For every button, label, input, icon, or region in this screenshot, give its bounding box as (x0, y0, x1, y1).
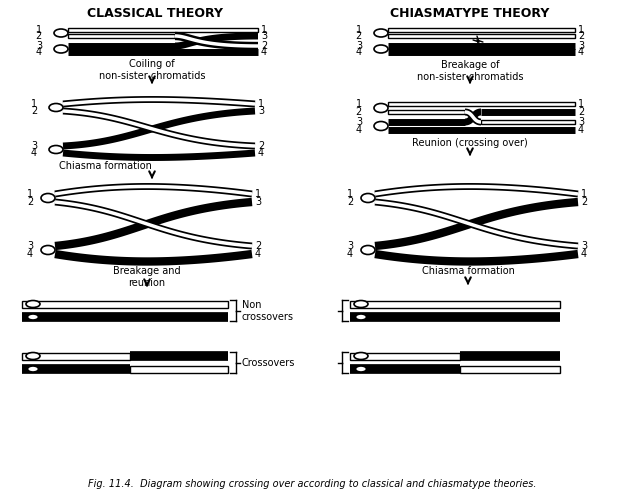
Text: 3: 3 (261, 31, 267, 41)
Text: 3: 3 (356, 117, 362, 127)
Ellipse shape (41, 246, 55, 254)
FancyBboxPatch shape (460, 365, 560, 372)
Text: 1: 1 (356, 25, 362, 35)
Text: Chiasma formation: Chiasma formation (59, 161, 152, 171)
FancyBboxPatch shape (350, 300, 560, 307)
Text: 3: 3 (578, 41, 584, 51)
Text: 3: 3 (258, 106, 264, 116)
FancyBboxPatch shape (481, 120, 575, 124)
Ellipse shape (54, 45, 68, 53)
Text: 2: 2 (27, 197, 33, 207)
Text: 1: 1 (31, 99, 37, 109)
Text: 4: 4 (36, 47, 42, 57)
FancyBboxPatch shape (388, 110, 465, 114)
Ellipse shape (374, 121, 388, 131)
Text: 4: 4 (27, 249, 33, 259)
Text: 4: 4 (356, 47, 362, 57)
FancyBboxPatch shape (350, 352, 460, 359)
Text: 1: 1 (578, 99, 584, 109)
Ellipse shape (354, 300, 368, 307)
Ellipse shape (354, 352, 368, 359)
Text: 1: 1 (581, 189, 587, 199)
Text: 4: 4 (31, 148, 37, 158)
Text: 3: 3 (356, 41, 362, 51)
Text: Breakage and
reunion: Breakage and reunion (113, 266, 181, 287)
Text: 1: 1 (356, 99, 362, 109)
Text: 1: 1 (36, 25, 42, 35)
Text: 2: 2 (255, 241, 261, 251)
Text: 1: 1 (255, 189, 261, 199)
Ellipse shape (374, 103, 388, 112)
Text: Chiasma formation: Chiasma formation (422, 266, 514, 276)
FancyBboxPatch shape (22, 300, 228, 307)
Text: Crossovers: Crossovers (242, 358, 295, 368)
Ellipse shape (356, 314, 366, 320)
Ellipse shape (26, 352, 40, 359)
Text: Coiling of
non-sister chromatids: Coiling of non-sister chromatids (99, 59, 205, 81)
FancyBboxPatch shape (388, 28, 575, 32)
Text: 2: 2 (578, 31, 584, 41)
Text: 2: 2 (31, 106, 37, 116)
FancyBboxPatch shape (68, 34, 175, 38)
Text: 2: 2 (261, 41, 267, 51)
Text: Reunion (crossing over): Reunion (crossing over) (412, 138, 528, 148)
Text: 2: 2 (347, 197, 353, 207)
FancyBboxPatch shape (130, 365, 228, 372)
Ellipse shape (374, 45, 388, 53)
Ellipse shape (26, 300, 40, 307)
Text: 4: 4 (347, 249, 353, 259)
Text: 2: 2 (36, 31, 42, 41)
Text: 4: 4 (578, 47, 584, 57)
Text: 2: 2 (581, 197, 587, 207)
Ellipse shape (374, 29, 388, 37)
Text: 2: 2 (356, 31, 362, 41)
Ellipse shape (27, 366, 39, 372)
Text: 4: 4 (356, 125, 362, 135)
FancyBboxPatch shape (22, 352, 130, 359)
Ellipse shape (54, 29, 68, 37)
Ellipse shape (361, 194, 375, 203)
Text: 4: 4 (261, 47, 267, 57)
Text: 4: 4 (255, 249, 261, 259)
Text: 3: 3 (36, 41, 42, 51)
Text: 2: 2 (578, 107, 584, 117)
Text: CHIASMATYPE THEORY: CHIASMATYPE THEORY (391, 7, 550, 20)
Text: Non
crossovers: Non crossovers (242, 300, 294, 322)
Ellipse shape (356, 366, 366, 372)
Text: 1: 1 (27, 189, 33, 199)
Ellipse shape (361, 246, 375, 254)
Ellipse shape (49, 103, 63, 111)
Text: 1: 1 (261, 25, 267, 35)
FancyBboxPatch shape (388, 34, 575, 38)
Text: CLASSICAL THEORY: CLASSICAL THEORY (87, 7, 223, 20)
Ellipse shape (41, 194, 55, 203)
Text: 1: 1 (347, 189, 353, 199)
Text: 1: 1 (578, 25, 584, 35)
Text: 4: 4 (258, 148, 264, 158)
Ellipse shape (27, 314, 39, 320)
Text: 3: 3 (27, 241, 33, 251)
Text: Breakage of
non-sister chromatids: Breakage of non-sister chromatids (417, 60, 524, 82)
Text: 3: 3 (347, 241, 353, 251)
Text: 2: 2 (356, 107, 362, 117)
Text: 3: 3 (581, 241, 587, 251)
Text: 2: 2 (258, 141, 264, 151)
Text: 3: 3 (255, 197, 261, 207)
Text: 4: 4 (578, 125, 584, 135)
FancyBboxPatch shape (68, 28, 258, 32)
Text: 1: 1 (258, 99, 264, 109)
FancyBboxPatch shape (388, 102, 575, 106)
Text: Fig. 11.4.  Diagram showing crossing over according to classical and chiasmatype: Fig. 11.4. Diagram showing crossing over… (88, 479, 536, 489)
Text: 3: 3 (578, 117, 584, 127)
Ellipse shape (49, 146, 63, 154)
Text: 3: 3 (31, 141, 37, 151)
Text: 4: 4 (581, 249, 587, 259)
